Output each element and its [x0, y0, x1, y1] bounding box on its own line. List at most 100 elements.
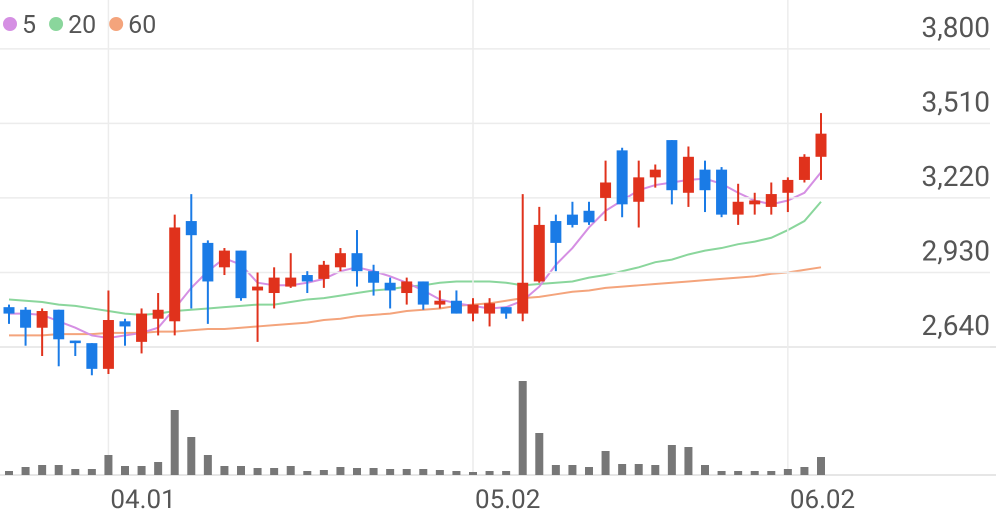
- volume-bar: [121, 466, 129, 475]
- candle-body: [467, 304, 479, 314]
- volume-bar: [585, 467, 593, 475]
- volume-bar: [651, 465, 660, 475]
- candle-body: [102, 320, 114, 369]
- candle-body: [384, 282, 396, 291]
- candle-body: [401, 281, 413, 294]
- volume-bar: [336, 467, 345, 475]
- volume-bar: [54, 465, 63, 475]
- candle-body: [417, 281, 429, 305]
- volume-bar: [220, 466, 229, 475]
- volume-bar: [419, 469, 428, 475]
- moving-average-line: [9, 266, 822, 337]
- volume-bar: [21, 467, 30, 475]
- candle-body: [782, 179, 794, 193]
- candle-body: [334, 253, 346, 268]
- moving-average-line: [8, 201, 822, 316]
- x-tick-label: 04.01: [110, 485, 175, 515]
- candle-body: [517, 282, 529, 314]
- legend-marker: [109, 17, 124, 31]
- volume-bar: [5, 471, 13, 475]
- candle-body: [20, 309, 32, 328]
- volume-bar: [667, 445, 676, 475]
- candle-body: [566, 214, 578, 225]
- y-tick-label: 3,800: [922, 11, 990, 44]
- candle-body: [815, 133, 827, 157]
- volume-bar: [551, 465, 560, 475]
- candle-body: [666, 140, 678, 191]
- legend-label: 5: [22, 11, 36, 40]
- volume-bar: [170, 410, 179, 475]
- volume-bar: [203, 455, 212, 475]
- candle-body: [268, 277, 280, 294]
- volume-bar: [303, 471, 312, 475]
- candle-body: [649, 169, 661, 178]
- volume-bar: [601, 451, 610, 475]
- candle-body: [69, 340, 81, 344]
- y-tick-label: 2,930: [922, 234, 990, 267]
- volume-bar: [71, 469, 80, 475]
- candle-body: [533, 224, 545, 282]
- candle-body: [119, 321, 131, 327]
- candle-body: [368, 271, 380, 283]
- volume-bar: [817, 457, 825, 475]
- candle-body: [765, 194, 777, 207]
- volume-bar: [353, 468, 361, 475]
- volume-bar: [734, 471, 743, 475]
- volume-bar: [535, 433, 544, 475]
- candle-body: [583, 210, 595, 223]
- candle-body: [550, 221, 562, 243]
- candle-body: [351, 253, 363, 272]
- volume-bar: [386, 469, 395, 475]
- volume-bar: [187, 437, 196, 475]
- volume-bar: [800, 467, 809, 475]
- candle-body: [732, 201, 744, 215]
- volume-bar: [502, 471, 511, 475]
- y-tick-label: 3,220: [922, 160, 990, 193]
- volume-bar: [485, 471, 494, 475]
- volume-bar: [319, 470, 328, 475]
- volume-bar: [568, 465, 577, 475]
- candle-body: [500, 307, 512, 314]
- volume-bar: [452, 471, 461, 475]
- volume-bar: [154, 462, 163, 475]
- volume-bar: [701, 465, 709, 475]
- volume-bar: [87, 469, 96, 475]
- candle-body: [798, 156, 810, 180]
- volume-bar: [237, 466, 245, 475]
- candle-body: [285, 277, 297, 287]
- candle-body: [136, 313, 148, 342]
- candle-body: [86, 343, 98, 369]
- volume-bar: [435, 470, 444, 475]
- volume-bar: [634, 464, 643, 475]
- candle-body: [235, 250, 247, 299]
- volume-bar: [767, 471, 776, 475]
- volume-bar: [286, 466, 295, 475]
- candle-body: [699, 169, 711, 191]
- candle-body: [185, 221, 197, 236]
- volume-bar: [684, 447, 693, 475]
- candle-body: [53, 309, 65, 340]
- candle-body: [152, 309, 164, 319]
- candle-body: [301, 275, 313, 282]
- legend-marker: [49, 17, 64, 31]
- volume-bar: [783, 469, 792, 475]
- candle-body: [318, 264, 330, 279]
- x-tick-label: 05.02: [475, 485, 540, 515]
- volume-bar: [469, 472, 477, 475]
- y-tick-label: 3,510: [922, 85, 990, 118]
- volume-bar: [104, 455, 113, 475]
- candle-body: [633, 177, 645, 202]
- candle-body: [749, 200, 761, 205]
- volume-bar: [518, 381, 527, 475]
- legend-label: 60: [128, 11, 156, 40]
- volume-bar: [717, 471, 726, 475]
- candle-body: [218, 250, 230, 268]
- candle-body: [434, 300, 446, 305]
- volume-bar: [253, 468, 262, 475]
- candle-body: [252, 286, 264, 291]
- volume-bar: [369, 468, 378, 475]
- volume-bar: [270, 468, 279, 475]
- candle-body: [450, 300, 462, 314]
- x-tick-label: 06.02: [790, 485, 855, 515]
